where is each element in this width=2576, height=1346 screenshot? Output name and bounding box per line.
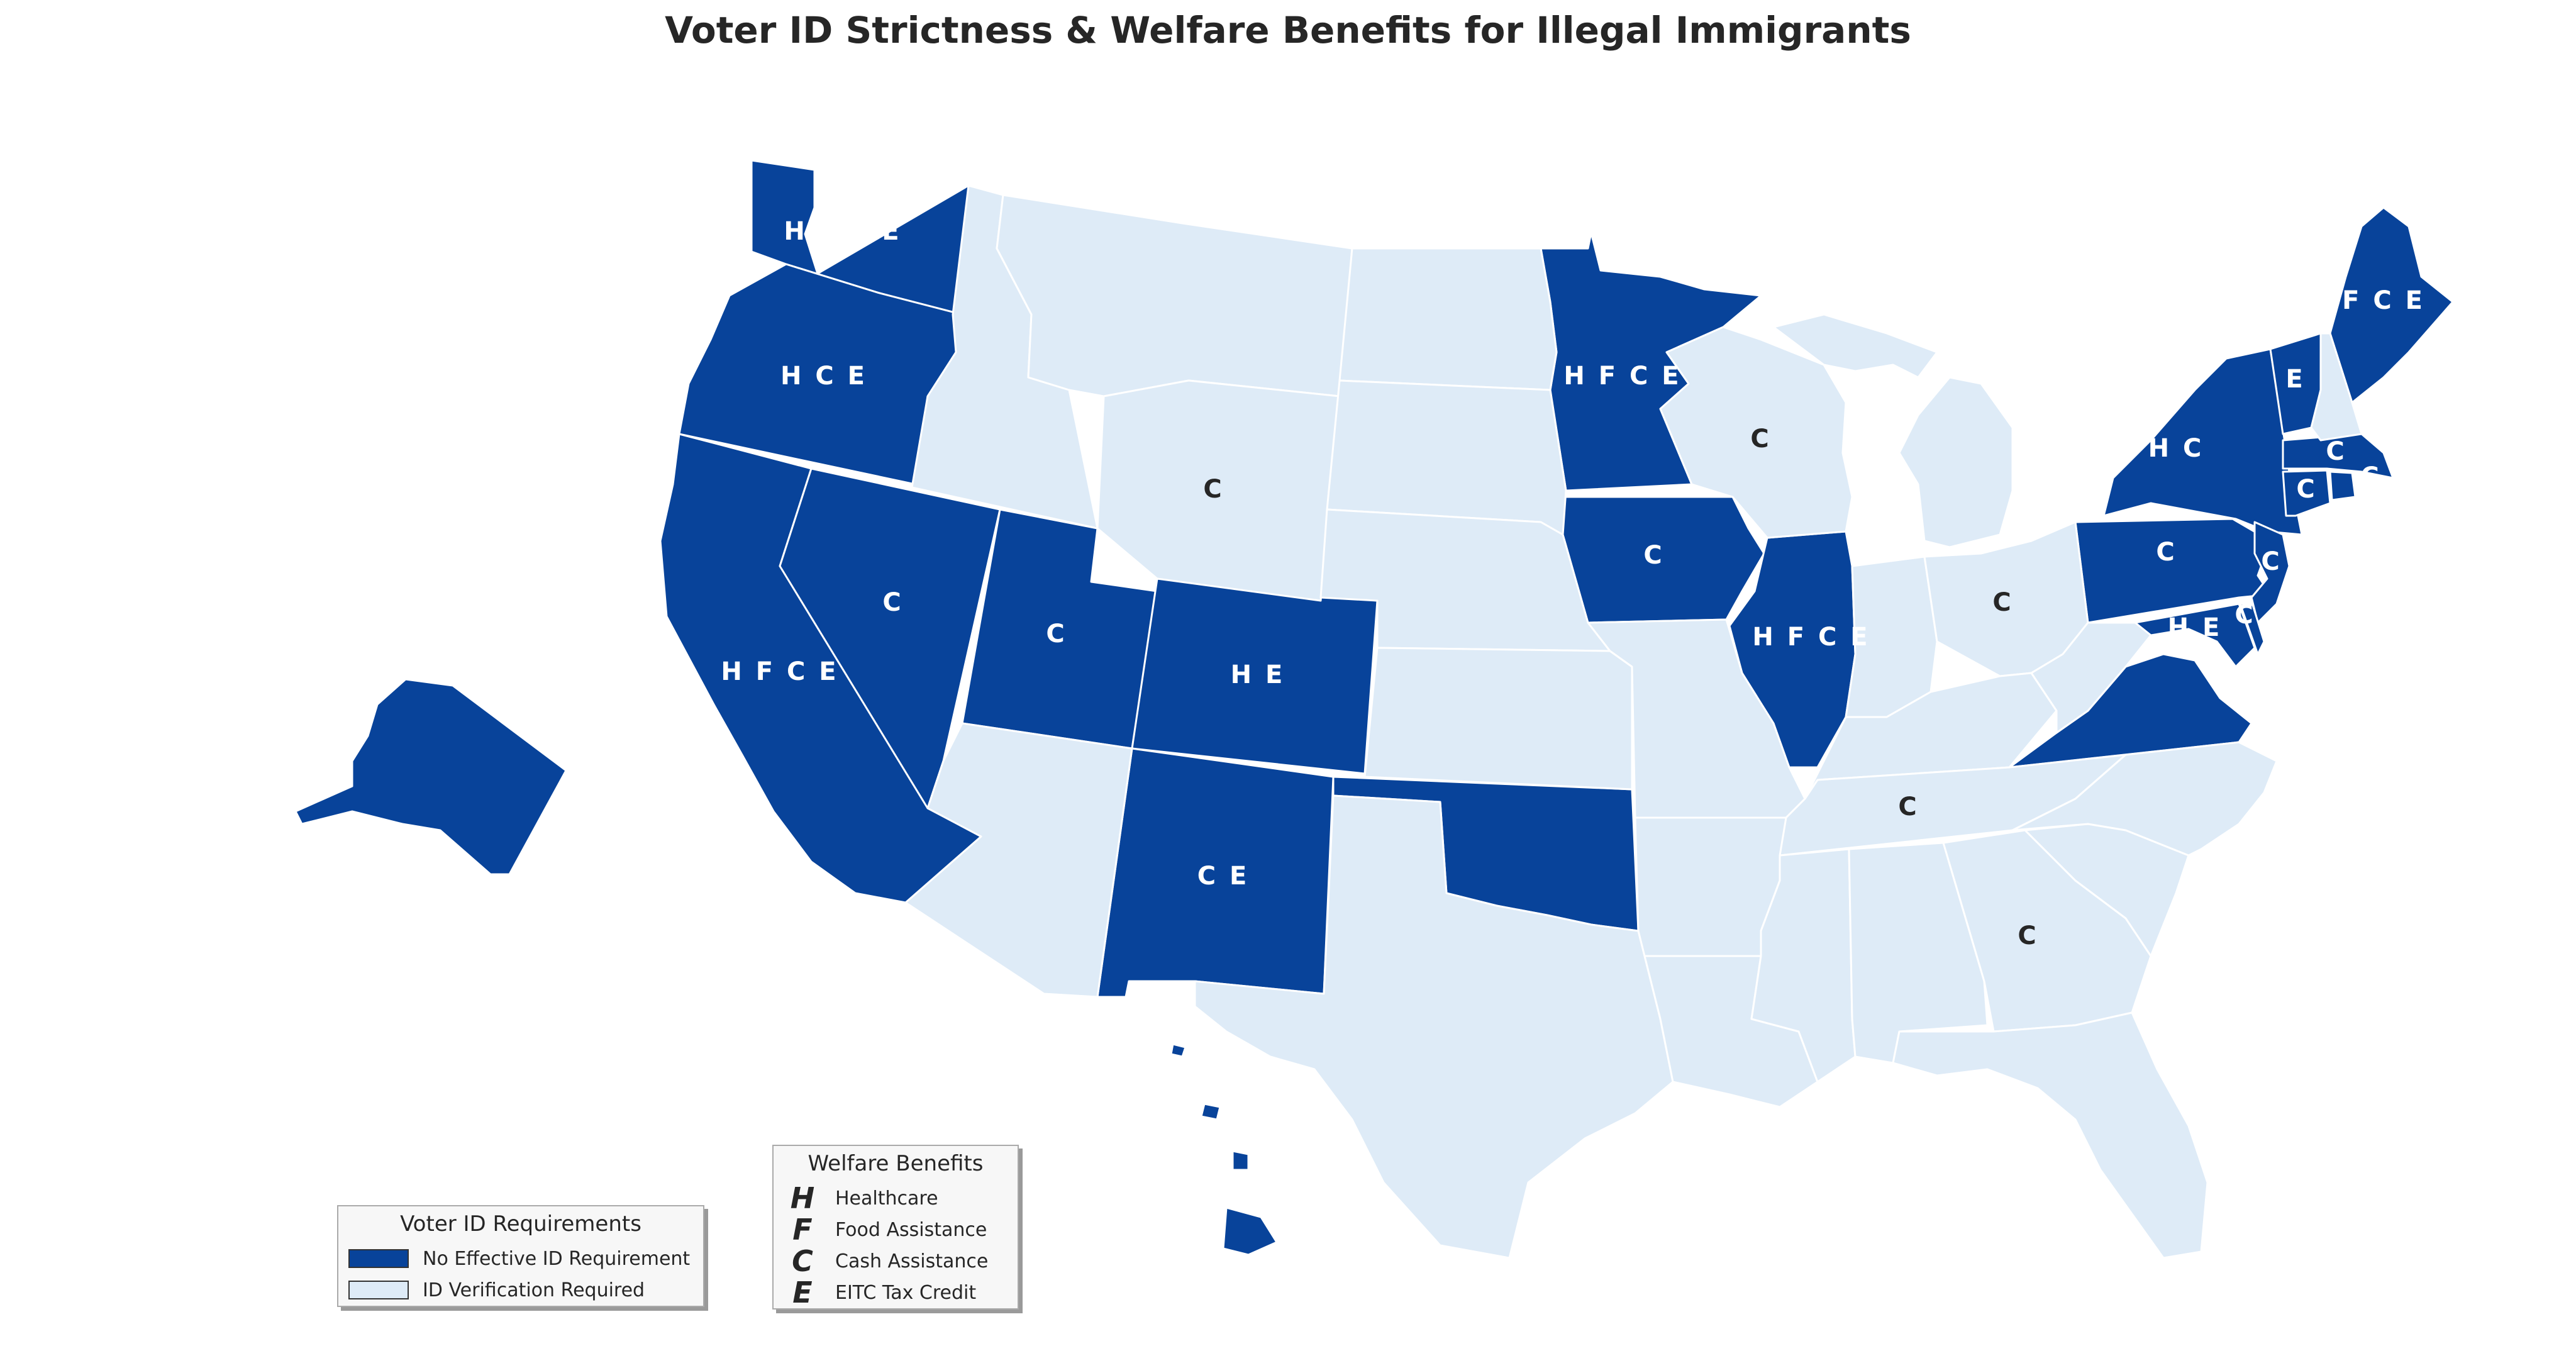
voter-id-legend: Voter ID Requirements No Effective ID Re… (337, 1205, 704, 1307)
state-mi (1772, 313, 2014, 548)
legend-label-food: Food Assistance (835, 1218, 987, 1241)
state-de (2239, 603, 2265, 655)
legend-item-healthcare: H Healthcare (774, 1181, 1018, 1215)
benefit-label-de: C (2235, 601, 2255, 630)
legend-label-no-id: No Effective ID Requirement (423, 1247, 691, 1270)
food-letter-icon: F (792, 1213, 813, 1247)
state-ct (2282, 469, 2331, 517)
legend-item-eitc: E EITC Tax Credit (774, 1276, 1018, 1310)
benefit-label-nj: C (2261, 547, 2282, 576)
legend-swatch-id-required (348, 1281, 409, 1299)
benefit-label-me: F C E (2342, 286, 2425, 315)
state-hi (1170, 1043, 1278, 1256)
benefit-label-wi: C (1750, 425, 1771, 453)
benefit-label-ri: C (2360, 462, 2381, 491)
state-ak (294, 678, 567, 876)
legend-item-food: F Food Assistance (774, 1213, 1018, 1247)
benefit-label-pa: C (2156, 538, 2177, 567)
healthcare-letter-icon: H (790, 1181, 815, 1215)
state-wy (1096, 379, 1341, 602)
legend-label-cash: Cash Assistance (835, 1250, 989, 1272)
state-fl (1892, 1011, 2209, 1259)
benefit-label-ct: C (2296, 475, 2317, 504)
state-me (2329, 206, 2454, 404)
welfare-legend: Welfare Benefits H Healthcare F Food Ass… (772, 1145, 1019, 1310)
benefit-label-nv: C (882, 588, 903, 617)
eitc-letter-icon: E (792, 1276, 813, 1310)
benefit-label-co: H E (1231, 660, 1285, 689)
legend-item-no-id: No Effective ID Requirement (338, 1243, 703, 1274)
benefit-label-il: H F C E (1752, 623, 1870, 652)
benefit-label-oh: C (1992, 588, 2013, 617)
benefit-label-md: H E (2168, 613, 2223, 642)
cash-letter-icon: C (792, 1244, 813, 1278)
state-il (1728, 530, 1857, 769)
state-md (2134, 603, 2256, 668)
benefit-label-tn: C (1898, 793, 1919, 821)
benefit-label-or: H C E (780, 362, 867, 391)
state-ma (2282, 433, 2394, 479)
state-nc (2011, 741, 2278, 857)
benefit-label-vt: E (2285, 365, 2305, 394)
legend-label-eitc: EITC Tax Credit (835, 1281, 977, 1304)
state-nh (2310, 332, 2363, 442)
map-title: Voter ID Strictness & Welfare Benefits f… (665, 9, 1911, 52)
voter-id-legend-title: Voter ID Requirements (400, 1211, 641, 1237)
state-wi (1659, 326, 1853, 539)
legend-label-id-required: ID Verification Required (423, 1279, 645, 1301)
benefit-label-ga: C (2018, 921, 2038, 950)
benefit-label-ia: C (1643, 541, 1664, 570)
welfare-legend-title: Welfare Benefits (808, 1151, 984, 1176)
state-ri (2329, 470, 2357, 501)
benefit-label-ut: C (1046, 620, 1067, 648)
benefit-label-wa: H F C E (784, 217, 901, 246)
benefit-label-ny: H C (2148, 434, 2204, 463)
benefit-label-mn: H F C E (1563, 362, 1681, 391)
state-mt (996, 194, 1353, 398)
benefit-label-nm: C E (1197, 862, 1250, 891)
state-ks (1363, 647, 1633, 791)
benefit-label-ma: C (2326, 437, 2346, 466)
state-tx (1194, 794, 1674, 1259)
benefit-label-ca: H F C E (721, 657, 838, 686)
state-wv (2030, 621, 2152, 734)
state-az (904, 722, 1133, 998)
legend-label-healthcare: Healthcare (835, 1187, 938, 1210)
benefit-label-wy: C (1203, 475, 1224, 504)
state-nd (1338, 247, 1558, 391)
legend-item-cash: C Cash Assistance (774, 1244, 1018, 1278)
legend-swatch-no-id (348, 1249, 409, 1268)
legend-item-id-required: ID Verification Required (338, 1274, 703, 1306)
